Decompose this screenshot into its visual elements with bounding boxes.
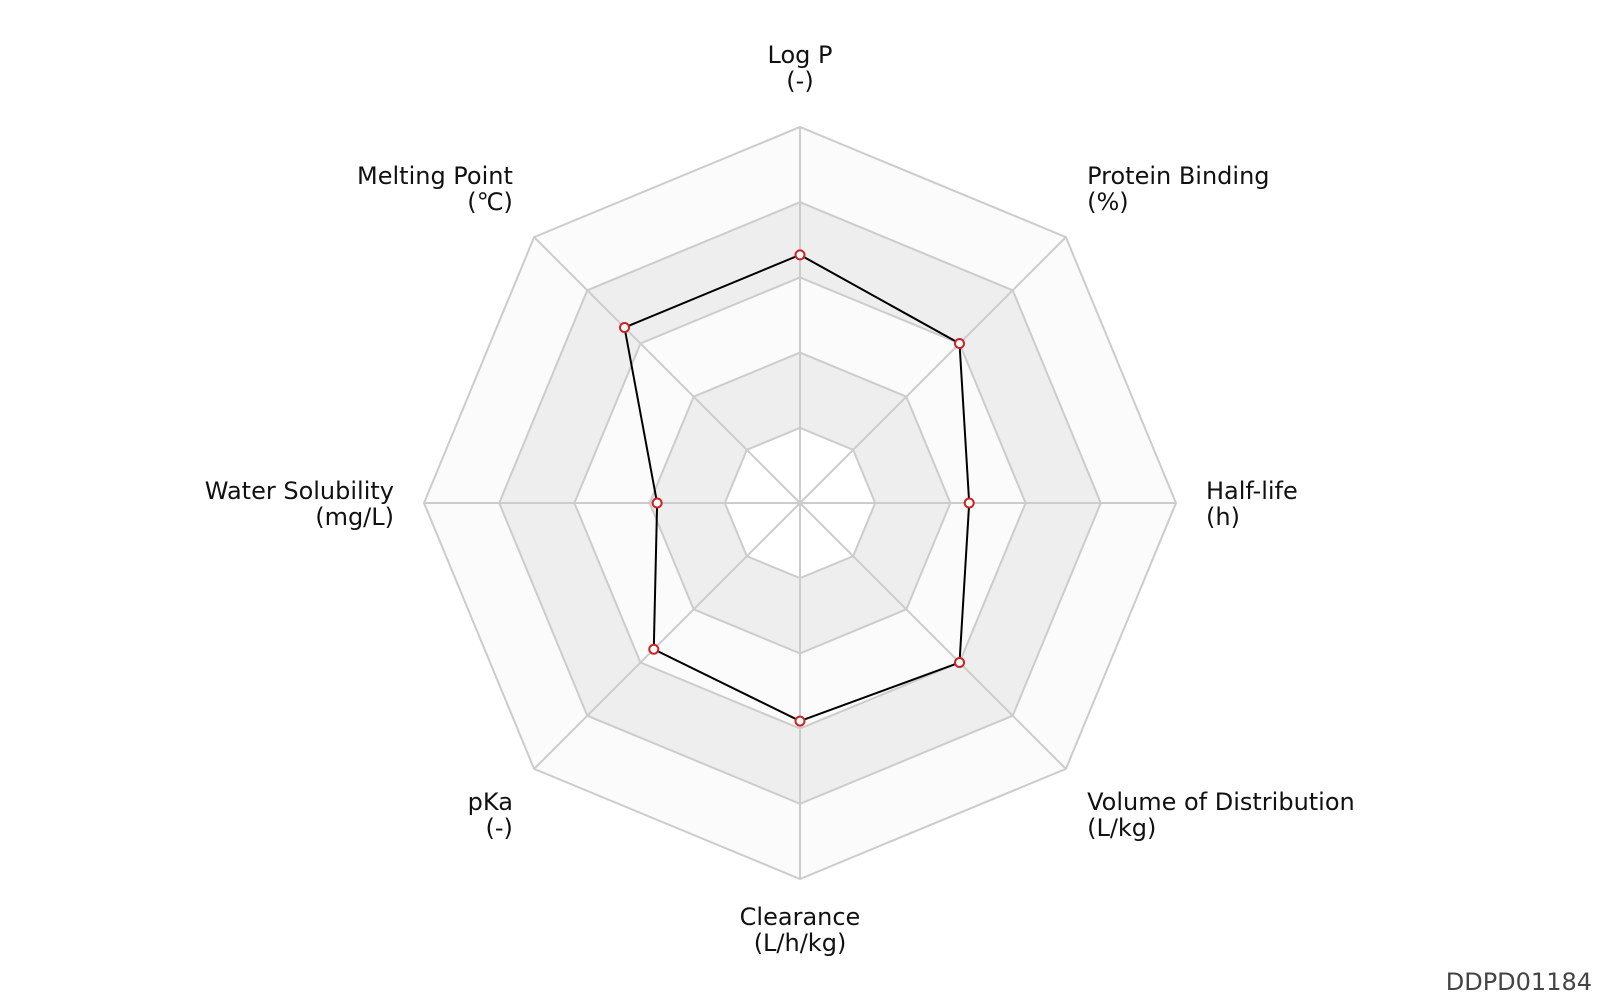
axis-unit: (mg/L) <box>315 503 394 531</box>
spoke-7 <box>533 236 801 504</box>
spoke-1 <box>799 236 1067 504</box>
data-point-5 <box>648 643 660 655</box>
axis-name: Half-life <box>1206 477 1298 505</box>
axis-unit: (℃) <box>467 188 513 216</box>
data-point-1 <box>954 337 966 349</box>
axis-labels: Log P (-)Protein Binding (%)Half-life (h)Vo… <box>205 41 1355 957</box>
axis-name: Protein Binding <box>1087 162 1269 190</box>
axis-label-3: Volume of Distribution (L/kg) <box>1087 788 1355 842</box>
axis-label-5: pKa (-) <box>468 788 513 842</box>
axis-unit: (L/kg) <box>1087 814 1156 842</box>
data-point-0 <box>794 249 806 261</box>
axis-unit: (-) <box>786 67 813 95</box>
grid-spokes <box>424 127 1176 879</box>
data-point-4 <box>794 715 806 727</box>
axis-label-7: Melting Point (℃) <box>357 162 513 216</box>
axis-label-2: Half-life (h) <box>1206 477 1298 531</box>
axis-unit: (%) <box>1087 188 1129 216</box>
axis-name: Clearance <box>740 903 861 931</box>
axis-name: Water Solubility <box>205 477 394 505</box>
axis-unit: (L/h/kg) <box>754 929 847 957</box>
spoke-5 <box>533 502 801 770</box>
axis-name: pKa <box>468 788 513 816</box>
axis-unit: (-) <box>486 814 513 842</box>
axis-label-6: Water Solubility (mg/L) <box>205 477 394 531</box>
axis-name: Volume of Distribution <box>1087 788 1355 816</box>
data-point-2 <box>963 497 975 509</box>
axis-name: Melting Point <box>357 162 513 190</box>
data-series <box>619 249 975 727</box>
axis-label-4: Clearance (L/h/kg) <box>740 903 861 957</box>
data-point-6 <box>651 497 663 509</box>
axis-label-0: Log P (-) <box>768 41 833 95</box>
axis-unit: (h) <box>1206 503 1240 531</box>
axis-label-1: Protein Binding (%) <box>1087 162 1269 216</box>
spoke-3 <box>799 502 1067 770</box>
axis-name: Log P <box>768 41 833 69</box>
data-point-7 <box>619 322 631 334</box>
watermark-text: DDPD01184 <box>1446 968 1592 996</box>
data-point-3 <box>954 657 966 669</box>
